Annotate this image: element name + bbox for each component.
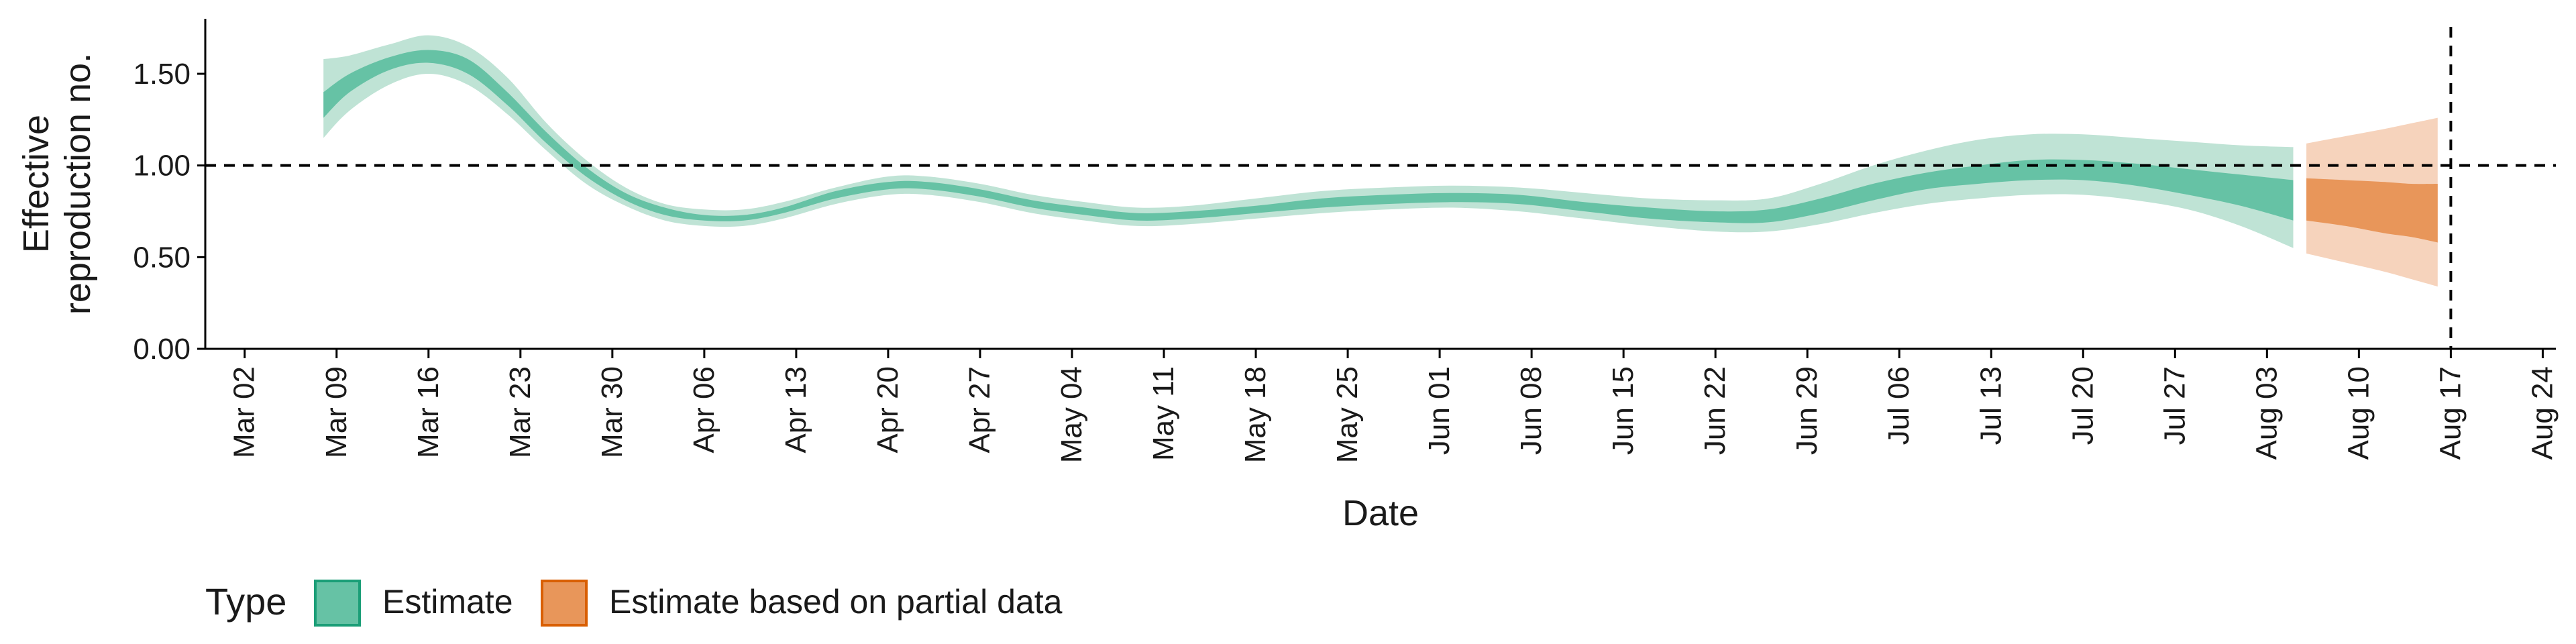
partial-estimate-inner-band [2306,178,2438,243]
x-tick-label: Apr 20 [871,366,904,453]
x-axis-title: Date [1342,493,1419,533]
x-tick-label: May 04 [1055,366,1088,463]
legend-swatch [314,580,361,627]
legend: Type Estimate Estimate based on partial da… [205,580,1063,627]
y-axis-title-line: Effective [16,115,56,253]
axes: 0.00 0.50 1.00 1.50 Mar 02 Mar 09 Mar 16 Mar 23… [133,19,2559,463]
y-tick-label: 1.50 [133,58,191,91]
y-axis-title-line: reproduction no. [58,53,98,315]
y-tick-label: 1.00 [133,150,191,182]
x-tick-label: Mar 30 [596,366,629,458]
x-tick-label: May 11 [1147,366,1180,461]
legend-title: Type [205,580,286,623]
estimate-outer-band [323,35,2294,248]
reference-lines [205,27,2556,349]
legend-label: Estimate [382,583,513,621]
x-tick-label: Aug 24 [2526,366,2559,460]
x-tick-label: Jun 22 [1699,366,1731,455]
axis-labels: Date Effective reproduction no. [16,53,1419,533]
y-tick-label: 0.50 [133,241,191,274]
x-tick-label: Jun 08 [1515,366,1548,455]
x-tick-label: May 25 [1331,366,1364,463]
bands-layer [323,35,2438,287]
x-tick-label: Apr 06 [688,366,720,453]
x-tick-label: Jul 20 [2066,366,2099,445]
x-tick-label: Jul 13 [1974,366,2007,445]
y-tick-label: 0.00 [133,333,191,366]
x-tick-label: Jun 29 [1790,366,1823,455]
x-tick-label: Jun 15 [1607,366,1640,455]
x-tick-label: Jun 01 [1423,366,1456,455]
x-tick-label: Apr 27 [963,366,996,453]
x-tick-label: Jul 06 [1882,366,1915,445]
x-tick-label: Mar 16 [412,366,445,458]
x-tick-label: May 18 [1239,366,1272,463]
x-tick-label: Aug 17 [2434,366,2467,460]
x-tick-label: Jul 27 [2158,366,2191,445]
x-tick-label: Mar 09 [320,366,353,458]
x-tick-label: Aug 10 [2342,366,2375,460]
legend-label: Estimate based on partial data [609,583,1063,621]
x-tick-label: Apr 13 [780,366,812,453]
legend-swatch [541,580,588,627]
x-tick-label: Mar 02 [228,366,261,458]
x-tick-label: Mar 23 [504,366,537,458]
x-tick-label: Aug 03 [2250,366,2283,460]
